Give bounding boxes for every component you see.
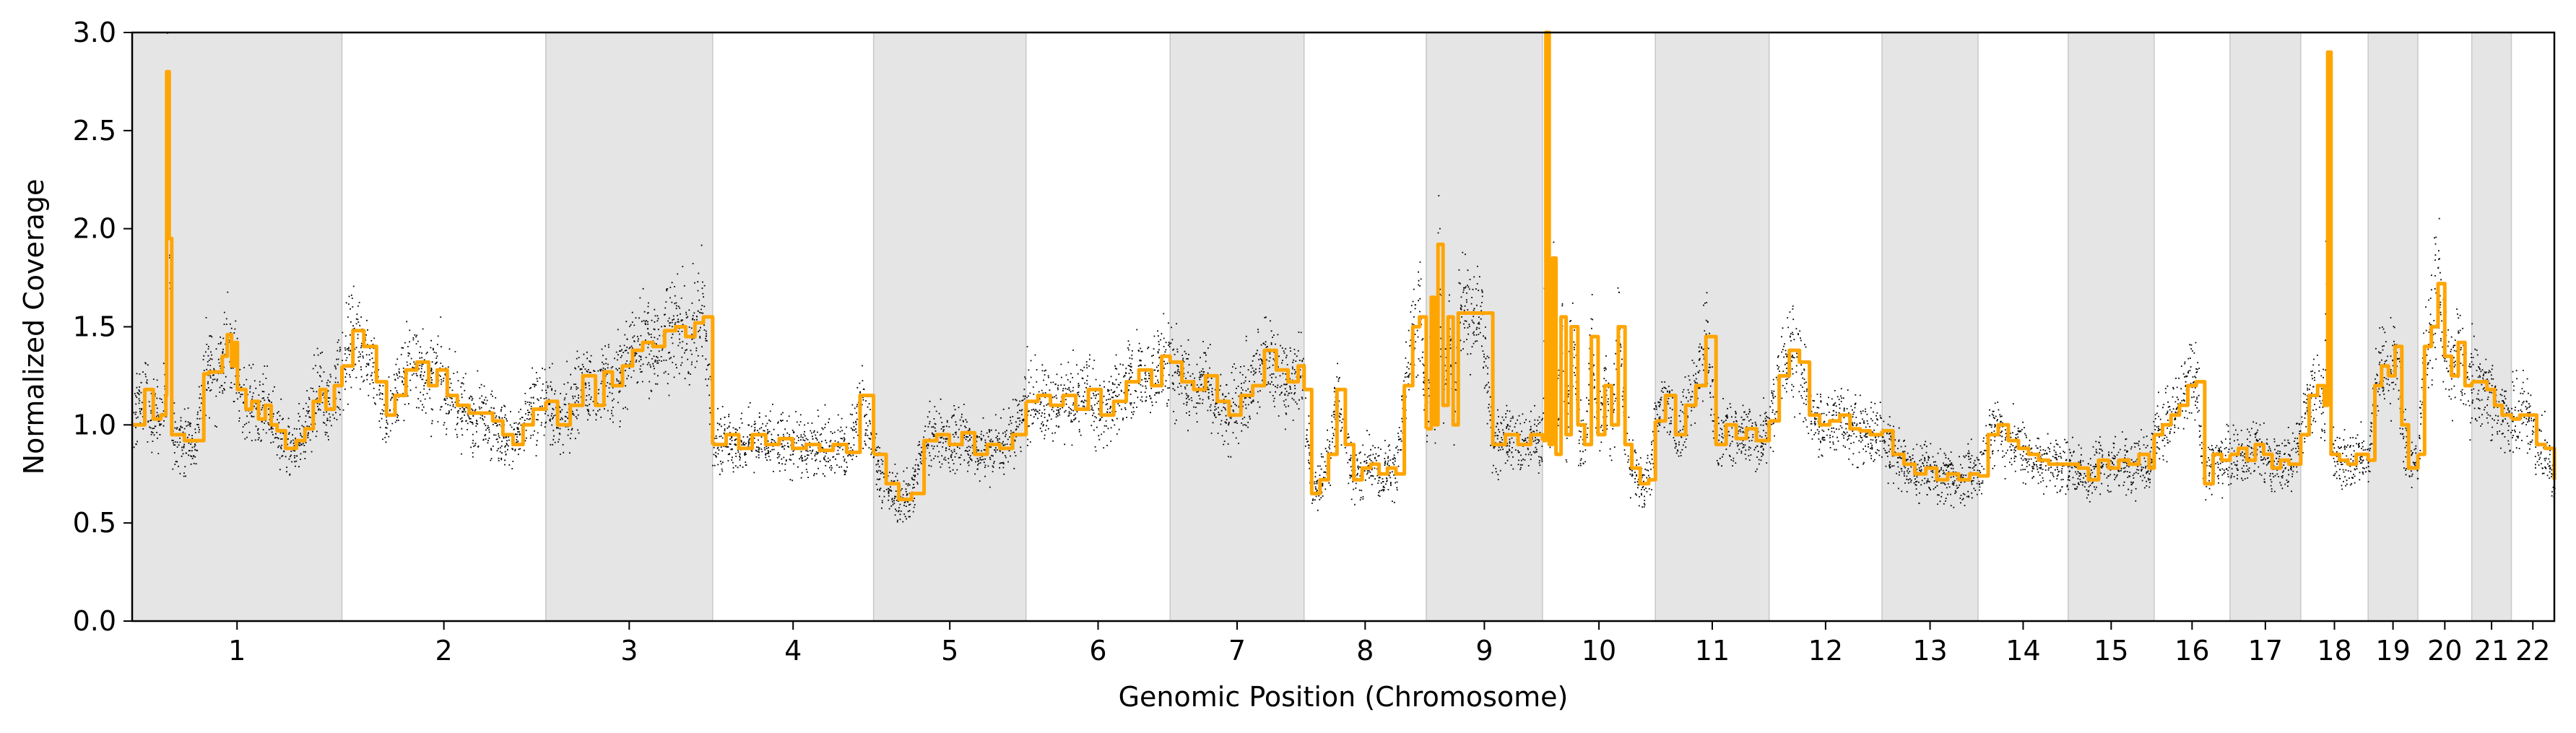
- segment-line-15: [2068, 434, 2156, 482]
- segment-line-20: [2418, 282, 2474, 456]
- segment-line-1: [132, 69, 344, 451]
- segment-line-13: [1882, 429, 1980, 482]
- x-tick-label-8: 8: [1356, 635, 1374, 667]
- x-tick-label-7: 7: [1228, 635, 1246, 667]
- segment-line-17: [2229, 434, 2303, 470]
- x-tick-label-2: 2: [435, 635, 453, 667]
- segment-line-10: [1542, 30, 1657, 486]
- segment-line-11: [1655, 334, 1771, 446]
- segment-line-16: [2154, 380, 2232, 486]
- chromosome-shading: [131, 32, 2512, 622]
- segment-line-3: [545, 315, 715, 445]
- x-axis-title: Genomic Position (Chromosome): [1119, 681, 1569, 713]
- segment-line-5: [873, 401, 1028, 502]
- x-tick-label-15: 15: [2094, 635, 2128, 667]
- chromosome-shade-21: [2471, 32, 2512, 622]
- segment-line-18: [2300, 50, 2370, 467]
- chromosome-shade-5: [872, 32, 1027, 622]
- chromosome-shade-13: [1881, 32, 1979, 622]
- coverage-point: [133, 32, 2556, 523]
- x-tick-label-17: 17: [2248, 635, 2283, 667]
- y-tick-label-3.0: 3.0: [73, 17, 116, 48]
- x-tick-label-19: 19: [2375, 635, 2410, 667]
- y-axis-ticks: 0.0 0.5 1.0 1.5 2.0 2.5 3.0: [73, 17, 132, 637]
- x-tick-label-6: 6: [1089, 635, 1106, 667]
- chromosome-shade-17: [2229, 32, 2302, 622]
- x-tick-label-5: 5: [941, 635, 958, 667]
- y-tick-label-0.5: 0.5: [73, 507, 116, 539]
- x-tick-label-16: 16: [2174, 635, 2209, 667]
- plot-border: [131, 31, 2556, 623]
- x-tick-label-13: 13: [1912, 635, 1947, 667]
- segment-line-2: [342, 329, 548, 446]
- x-tick-label-22: 22: [2515, 635, 2550, 667]
- y-tick-label-1.0: 1.0: [73, 409, 116, 441]
- plot-frame: [131, 31, 2556, 623]
- y-tick-label-1.5: 1.5: [73, 311, 116, 343]
- segment-line-12: [1769, 348, 1884, 437]
- chromosome-shade-1: [131, 32, 343, 622]
- segment-line-7: [1170, 348, 1306, 417]
- x-tick-label-1: 1: [228, 635, 246, 667]
- segment-line-14: [1978, 422, 2068, 478]
- x-tick-label-12: 12: [1808, 635, 1843, 667]
- x-tick-label-21: 21: [2474, 635, 2509, 667]
- chromosome-shade-11: [1655, 32, 1770, 622]
- x-tick-label-9: 9: [1475, 635, 1493, 667]
- segment-line-22: [2511, 413, 2557, 480]
- x-tick-label-14: 14: [2005, 635, 2040, 667]
- chromosome-shade-15: [2068, 32, 2155, 622]
- x-tick-label-3: 3: [620, 635, 638, 667]
- x-tick-label-4: 4: [784, 635, 802, 667]
- segment-line-19: [2368, 344, 2420, 470]
- y-axis-title: Normalized Coverage: [18, 179, 50, 475]
- segment-lines: [132, 30, 2557, 502]
- x-tick-label-20: 20: [2427, 635, 2462, 667]
- segment-line-8: [1304, 315, 1428, 495]
- segment-line-4: [712, 394, 876, 455]
- x-tick-label-11: 11: [1695, 635, 1730, 667]
- coverage-points: [133, 32, 2556, 523]
- y-tick-label-2.0: 2.0: [73, 213, 116, 245]
- segment-line-21: [2471, 380, 2513, 420]
- x-tick-label-10: 10: [1582, 635, 1616, 667]
- x-axis-ticks: 1 2 3 4 5 6 7 8 9 10 11 12 13 14 15 16 17 18 19 20 21 22: [228, 621, 2550, 667]
- x-tick-label-18: 18: [2317, 635, 2351, 667]
- y-tick-label-2.5: 2.5: [73, 115, 116, 147]
- y-tick-label-0.0: 0.0: [73, 605, 116, 637]
- chromosome-shade-9: [1426, 32, 1543, 622]
- chromosome-shade-7: [1169, 32, 1305, 622]
- segment-line-9: [1426, 242, 1545, 446]
- segment-line-6: [1025, 354, 1172, 417]
